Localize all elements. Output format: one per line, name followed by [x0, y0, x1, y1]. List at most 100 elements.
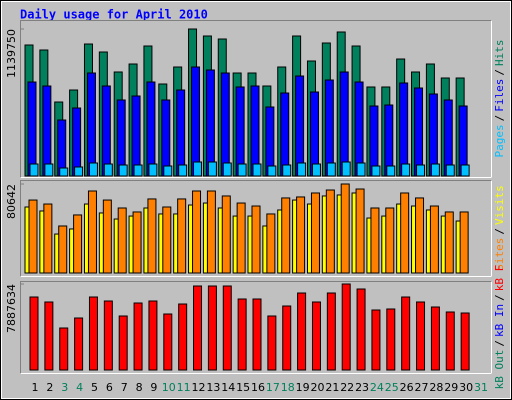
bar: [401, 296, 411, 371]
chart-title: Daily usage for April 2010: [20, 8, 208, 22]
bar: [146, 81, 156, 177]
bar: [252, 298, 262, 371]
bar: [416, 301, 426, 371]
bar: [445, 311, 455, 371]
x-tick-label: 15: [236, 381, 250, 394]
bar: [341, 283, 351, 371]
bar: [72, 107, 82, 177]
bar: [176, 89, 186, 177]
legend-separator: /: [493, 340, 506, 347]
bar: [191, 66, 201, 177]
x-tick-label: 10: [162, 381, 176, 394]
bar: [206, 190, 216, 274]
bar: [44, 301, 54, 371]
bar: [250, 85, 260, 177]
legend-entry: Pages: [493, 124, 506, 157]
bar: [177, 198, 187, 274]
bar: [59, 167, 69, 177]
x-tick-label: 6: [106, 381, 113, 394]
bar: [178, 164, 188, 177]
bar: [59, 327, 69, 371]
bar: [207, 285, 217, 371]
bar: [74, 166, 84, 177]
legend: Pages / Files / Hits: [493, 40, 506, 158]
bar: [460, 312, 470, 371]
legend-separator: /: [493, 294, 506, 301]
bar: [117, 207, 127, 274]
bar: [222, 162, 232, 177]
bar: [74, 317, 84, 371]
bar: [310, 192, 320, 274]
bar: [222, 285, 232, 371]
bar: [295, 75, 305, 177]
bar: [430, 163, 440, 177]
bar: [118, 315, 128, 371]
bar: [340, 183, 350, 274]
bar: [133, 302, 143, 371]
bar: [42, 85, 52, 177]
bar: [29, 296, 39, 371]
bar: [88, 296, 98, 371]
x-tick-label: 27: [415, 381, 429, 394]
bar: [297, 162, 307, 177]
bar: [252, 163, 262, 177]
bar: [163, 165, 173, 177]
bar: [400, 192, 410, 274]
legend: kB Out / kB In / kB F: [493, 265, 506, 390]
bar: [58, 225, 68, 274]
x-tick-label: 25: [385, 381, 399, 394]
x-tick-label: 17: [266, 381, 280, 394]
bar: [237, 163, 247, 177]
bar: [28, 199, 38, 274]
bar: [103, 300, 113, 371]
bar: [326, 292, 336, 371]
bar: [207, 161, 217, 177]
legend-entry: kB F: [493, 265, 506, 292]
x-tick-label: 30: [459, 381, 473, 394]
bar: [399, 82, 409, 177]
bar: [325, 189, 335, 274]
legend-entry: kB Out: [493, 350, 506, 390]
bar: [355, 188, 365, 274]
bar: [416, 164, 426, 177]
legend-separator: /: [493, 69, 506, 76]
bar: [401, 163, 411, 177]
bar: [266, 213, 276, 274]
bar: [251, 205, 261, 274]
legend-entry: Sites: [493, 238, 506, 271]
bar: [192, 190, 202, 274]
bar: [341, 161, 351, 177]
x-tick-label: 16: [251, 381, 265, 394]
x-tick-label: 9: [150, 381, 157, 394]
bar: [147, 198, 157, 274]
bar: [86, 72, 96, 177]
bar: [460, 164, 470, 177]
bar: [311, 163, 321, 177]
legend: Sites / Visits: [493, 185, 506, 271]
bar: [133, 164, 143, 177]
bar: [131, 95, 141, 177]
x-tick-label: 8: [136, 381, 143, 394]
bar: [220, 72, 230, 177]
bar: [267, 165, 277, 177]
bar: [414, 87, 424, 177]
bar: [281, 197, 291, 274]
legend-entry: Files: [493, 79, 506, 112]
bar: [29, 163, 39, 177]
x-tick-label: 26: [400, 381, 414, 394]
x-tick-label: 24: [370, 381, 384, 394]
bar: [326, 162, 336, 177]
x-tick-label: 12: [192, 381, 206, 394]
x-tick-label: 5: [91, 381, 98, 394]
bar: [87, 190, 97, 274]
bar: [282, 305, 292, 371]
x-tick-label: 11: [177, 381, 191, 394]
y-tick-label: 1139750: [5, 29, 18, 78]
bar: [339, 71, 349, 177]
bar: [280, 92, 290, 177]
bar: [445, 164, 455, 177]
legend-entry: Visits: [493, 185, 506, 225]
bar: [370, 207, 380, 274]
bar: [356, 288, 366, 371]
